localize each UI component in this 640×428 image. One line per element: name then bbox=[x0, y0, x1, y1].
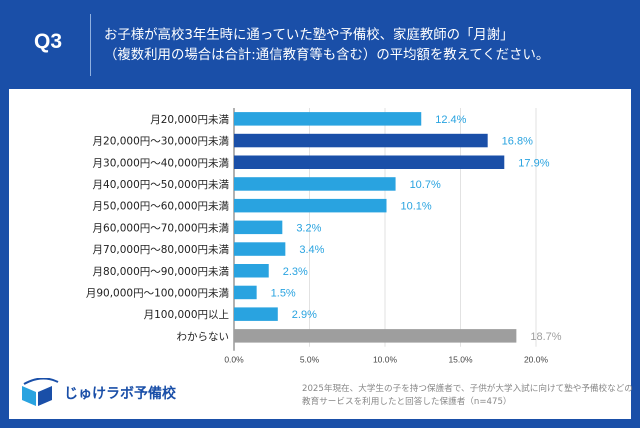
note-line-1: 2025年現在、大学生の子を持つ保護者で、子供が大学入試に向けて塾や予備校などの bbox=[302, 384, 633, 394]
value-label: 10.7% bbox=[410, 179, 441, 191]
x-tick-label: 20.0% bbox=[524, 355, 549, 365]
bar bbox=[234, 198, 387, 213]
bar bbox=[234, 329, 517, 343]
category-label: 月80,000円〜90,000円未満 bbox=[93, 266, 230, 278]
value-label: 2.3% bbox=[283, 266, 308, 278]
bar bbox=[234, 112, 422, 126]
bar bbox=[234, 177, 396, 191]
value-label: 2.9% bbox=[292, 309, 317, 321]
question-number: Q3 bbox=[34, 30, 63, 53]
x-tick-label: 5.0% bbox=[300, 355, 320, 365]
bar bbox=[234, 307, 278, 321]
bar bbox=[234, 264, 269, 278]
value-label: 12.4% bbox=[435, 114, 466, 126]
category-label: わからない bbox=[177, 331, 230, 343]
category-label: 月30,000円〜40,000円未満 bbox=[93, 157, 230, 169]
logo: じゅけラボ予備校 bbox=[18, 378, 176, 408]
bar bbox=[234, 285, 257, 300]
survey-note: 2025年現在、大学生の子を持つ保護者で、子供が大学入試に向けて塾や予備校などの… bbox=[302, 383, 633, 409]
value-label: 17.9% bbox=[518, 157, 549, 169]
category-label: 月50,000円〜60,000円未満 bbox=[93, 201, 230, 213]
category-label: 月90,000円〜100,000円未満 bbox=[86, 287, 230, 299]
title-line-1: お子様が高校3年生時に通っていた塾や予備校、家庭教師の「月謝」 bbox=[104, 28, 514, 43]
note-line-2: 教育サービスを利用したと回答した保護者（n=475） bbox=[302, 397, 512, 407]
category-label: 月20,000円未満 bbox=[150, 114, 229, 126]
x-tick-label: 15.0% bbox=[448, 355, 473, 365]
category-label: 月100,000円以上 bbox=[144, 309, 229, 321]
category-label: 月60,000円〜70,000円未満 bbox=[93, 222, 230, 234]
logo-text: じゅけラボ予備校 bbox=[64, 386, 176, 402]
value-label: 3.2% bbox=[296, 222, 321, 234]
value-label: 18.7% bbox=[530, 331, 561, 343]
category-label: 月20,000円〜30,000円未満 bbox=[93, 136, 230, 148]
x-tick-label: 0.0% bbox=[224, 355, 244, 365]
value-label: 16.8% bbox=[502, 136, 533, 148]
question-title: お子様が高校3年生時に通っていた塾や予備校、家庭教師の「月謝」 （複数利用の場合… bbox=[104, 26, 549, 66]
value-label: 10.1% bbox=[401, 201, 432, 213]
x-tick-label: 10.0% bbox=[373, 355, 398, 365]
book-logo-icon bbox=[22, 378, 59, 406]
value-label: 3.4% bbox=[299, 244, 324, 256]
bar bbox=[234, 155, 505, 169]
category-label: 月40,000円〜50,000円未満 bbox=[93, 179, 230, 191]
value-label: 1.5% bbox=[271, 287, 296, 299]
bar bbox=[234, 133, 488, 148]
category-label: 月70,000円〜80,000円未満 bbox=[93, 244, 230, 256]
bar bbox=[234, 220, 283, 235]
divider bbox=[90, 14, 91, 76]
bar bbox=[234, 242, 286, 256]
title-line-2: （複数利用の場合は合計:通信教育等も含む）の平均額を教えてください。 bbox=[104, 48, 550, 63]
